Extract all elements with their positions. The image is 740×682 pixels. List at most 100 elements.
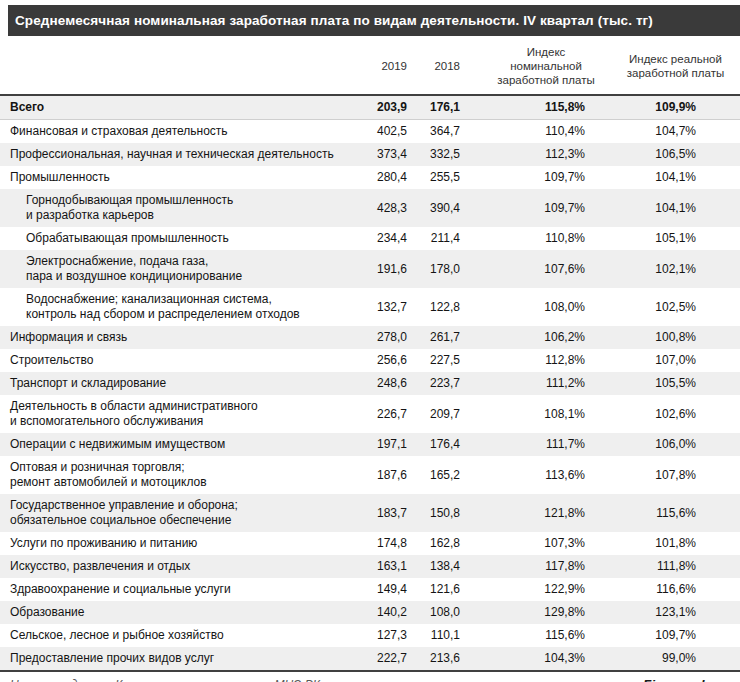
table-row: Промышленность 280,4 255,5 109,7% 104,1% [0,166,740,189]
table-header: 2019 2018 Индекс номинальной заработной … [0,36,740,95]
value-real-wage-index: 107,8% [625,456,740,494]
value-2018: 150,8 [410,494,467,532]
report-title: Среднемесячная номинальная заработная пл… [15,13,653,28]
value-2018: 122,8 [410,288,467,326]
value-real-wage-index: 109,9% [625,95,740,120]
value-2019: 226,7 [372,395,410,433]
activity-label: Финансовая и страховая деятельность [10,124,228,139]
value-2018: 255,5 [410,166,467,189]
value-real-wage-index: 102,1% [625,250,740,288]
value-real-wage-index: 99,0% [625,647,740,671]
activity-label: Строительство [10,353,94,368]
value-real-wage-index: 104,7% [625,120,740,144]
activity-label: Здравоохранение и социальные услуги [10,582,231,597]
value-nominal-wage-index: 110,8% [467,227,625,250]
value-nominal-wage-index: 113,6% [467,456,625,494]
table-row: Образование 140,2 108,0 129,8% 123,1% [0,601,740,624]
column-header-2018: 2018 [410,36,467,95]
value-2018: 364,7 [410,120,467,144]
value-2019: 149,4 [372,578,410,601]
value-2018: 121,6 [410,578,467,601]
column-header-nominal-wage-index: Индекс номинальной заработной платы [467,36,625,95]
value-2019: 256,6 [372,349,410,372]
value-2018: 213,6 [410,647,467,671]
table-row: Деятельность в области административного… [0,395,740,433]
table-row: Предоставление прочих видов услуг 222,7 … [0,647,740,671]
table-row: Искусство, развлечения и отдых 163,1 138… [0,555,740,578]
value-nominal-wage-index: 121,8% [467,494,625,532]
value-2018: 138,4 [410,555,467,578]
table-row: Финансовая и страховая деятельность 402,… [0,120,740,144]
activity-label: Образование [10,605,84,620]
value-2018: 261,7 [410,326,467,349]
value-2019: 197,1 [372,433,410,456]
table-row: Услуги по проживанию и питанию 174,8 162… [0,532,740,555]
activity-label: Деятельность в области административного… [10,399,258,429]
table-row: Горнодобывающая промышленность и разрабо… [0,189,740,227]
value-real-wage-index: 102,5% [625,288,740,326]
value-real-wage-index: 106,0% [625,433,740,456]
value-2018: 176,4 [410,433,467,456]
activity-label: Государственное управление и оборона; об… [10,498,238,528]
value-real-wage-index: 115,6% [625,494,740,532]
activity-label: Сельское, лесное и рыбное хозяйство [10,628,224,643]
value-real-wage-index: 102,6% [625,395,740,433]
activity-label: Обрабатывающая промышленность [26,231,229,246]
activity-label: Услуги по проживанию и питанию [10,536,197,551]
value-nominal-wage-index: 106,2% [467,326,625,349]
value-nominal-wage-index: 112,8% [467,349,625,372]
wages-table: 2019 2018 Индекс номинальной заработной … [0,36,740,672]
value-real-wage-index: 111,8% [625,555,740,578]
value-real-wage-index: 106,5% [625,143,740,166]
column-header-real-wage-index: Индекс реальной заработной платы [625,36,740,95]
value-2019: 428,3 [372,189,410,227]
value-2019: 278,0 [372,326,410,349]
table-body: Всего 203,9 176,1 115,8% 109,9% Финансов… [0,95,740,671]
value-2018: 176,1 [410,95,467,120]
value-nominal-wage-index: 108,0% [467,288,625,326]
value-real-wage-index: 123,1% [625,601,740,624]
activity-label: Искусство, развлечения и отдых [10,559,190,574]
value-2019: 203,9 [372,95,410,120]
value-nominal-wage-index: 115,6% [467,624,625,647]
brand-logo-text: Finprom.kz [643,677,740,682]
value-2019: 222,7 [372,647,410,671]
activity-label: Всего [10,100,44,115]
activity-label: Операции с недвижимым имуществом [10,437,225,452]
activity-label: Предоставление прочих видов услуг [10,651,214,666]
value-2018: 108,0 [410,601,467,624]
table-row: Транспорт и складирование 248,6 223,7 11… [0,372,740,395]
value-2018: 390,4 [410,189,467,227]
activity-label: Горнодобывающая промышленность и разрабо… [26,193,233,223]
table-row: Операции с недвижимым имуществом 197,1 1… [0,433,740,456]
table-row: Электроснабжение, подача газа, пара и во… [0,250,740,288]
value-2018: 209,7 [410,395,467,433]
value-nominal-wage-index: 108,1% [467,395,625,433]
value-2019: 191,6 [372,250,410,288]
value-nominal-wage-index: 129,8% [467,601,625,624]
value-2019: 132,7 [372,288,410,326]
value-2019: 280,4 [372,166,410,189]
value-2019: 373,4 [372,143,410,166]
value-2019: 248,6 [372,372,410,395]
value-real-wage-index: 105,1% [625,227,740,250]
value-nominal-wage-index: 117,8% [467,555,625,578]
report-footer: На основе данных Комитета по статистике … [0,672,740,682]
table-row: Профессиональная, научная и техническая … [0,143,740,166]
table-row: Всего 203,9 176,1 115,8% 109,9% [0,95,740,120]
table-row: Информация и связь 278,0 261,7 106,2% 10… [0,326,740,349]
value-2019: 234,4 [372,227,410,250]
value-2019: 163,1 [372,555,410,578]
table-row: Здравоохранение и социальные услуги 149,… [0,578,740,601]
table-row: Оптовая и розничная торговля; ремонт авт… [0,456,740,494]
activity-label: Электроснабжение, подача газа, пара и во… [26,254,242,284]
value-real-wage-index: 116,6% [625,578,740,601]
activity-label: Оптовая и розничная торговля; ремонт авт… [10,460,207,490]
table-row: Водоснабжение; канализационная система, … [0,288,740,326]
value-real-wage-index: 104,1% [625,166,740,189]
value-nominal-wage-index: 107,6% [467,250,625,288]
value-real-wage-index: 105,5% [625,372,740,395]
value-2019: 127,3 [372,624,410,647]
value-nominal-wage-index: 109,7% [467,189,625,227]
activity-label: Профессиональная, научная и техническая … [10,147,334,162]
